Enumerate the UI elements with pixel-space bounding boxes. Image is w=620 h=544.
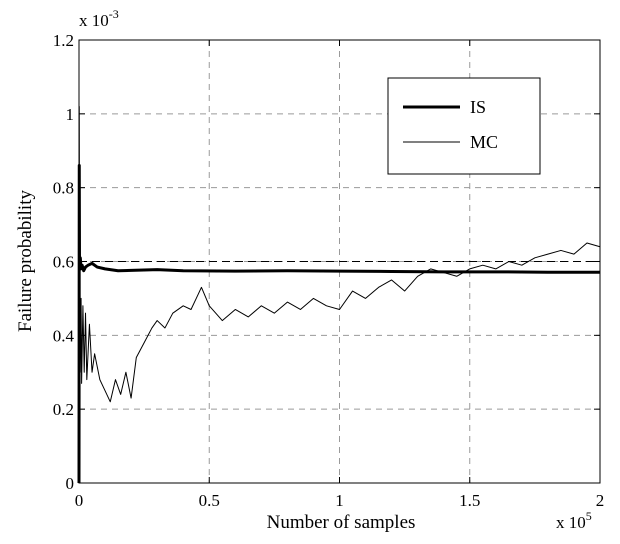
x-tick-label: 2 — [596, 491, 605, 510]
y-tick-label: 0 — [66, 474, 75, 493]
x-axis-label: Number of samples — [267, 512, 416, 533]
y-axis-label: Failure probability — [15, 190, 36, 332]
x-tick-label: 1 — [335, 491, 344, 510]
series-layer — [77, 105, 601, 484]
y-tick-label: 0.4 — [53, 326, 75, 345]
y-tick-label: 0.8 — [53, 179, 74, 198]
legend-label-is: IS — [470, 97, 486, 117]
x-axis-multiplier: x 105 — [556, 509, 592, 532]
series-line-mc — [78, 105, 601, 484]
tick-marks — [78, 39, 601, 484]
y-tick-label: 0.6 — [53, 253, 74, 272]
y-tick-label: 1.2 — [53, 31, 74, 50]
legend-box — [387, 77, 541, 175]
series-line-is — [77, 164, 600, 484]
y-tick-label: 0.2 — [53, 400, 74, 419]
x-tick-label: 0.5 — [199, 491, 220, 510]
y-axis-multiplier: x 10-3 — [79, 7, 119, 30]
x-tick-label: 1.5 — [459, 491, 480, 510]
x-tick-labels: 0 0.5 1 1.5 2 — [75, 491, 605, 510]
y-tick-label: 1 — [66, 105, 75, 124]
legend: IS MC — [387, 77, 541, 175]
x-tick-label: 0 — [75, 491, 84, 510]
y-tick-labels: 0 0.2 0.4 0.6 0.8 1 1.2 — [53, 31, 75, 493]
legend-label-mc: MC — [470, 132, 498, 152]
